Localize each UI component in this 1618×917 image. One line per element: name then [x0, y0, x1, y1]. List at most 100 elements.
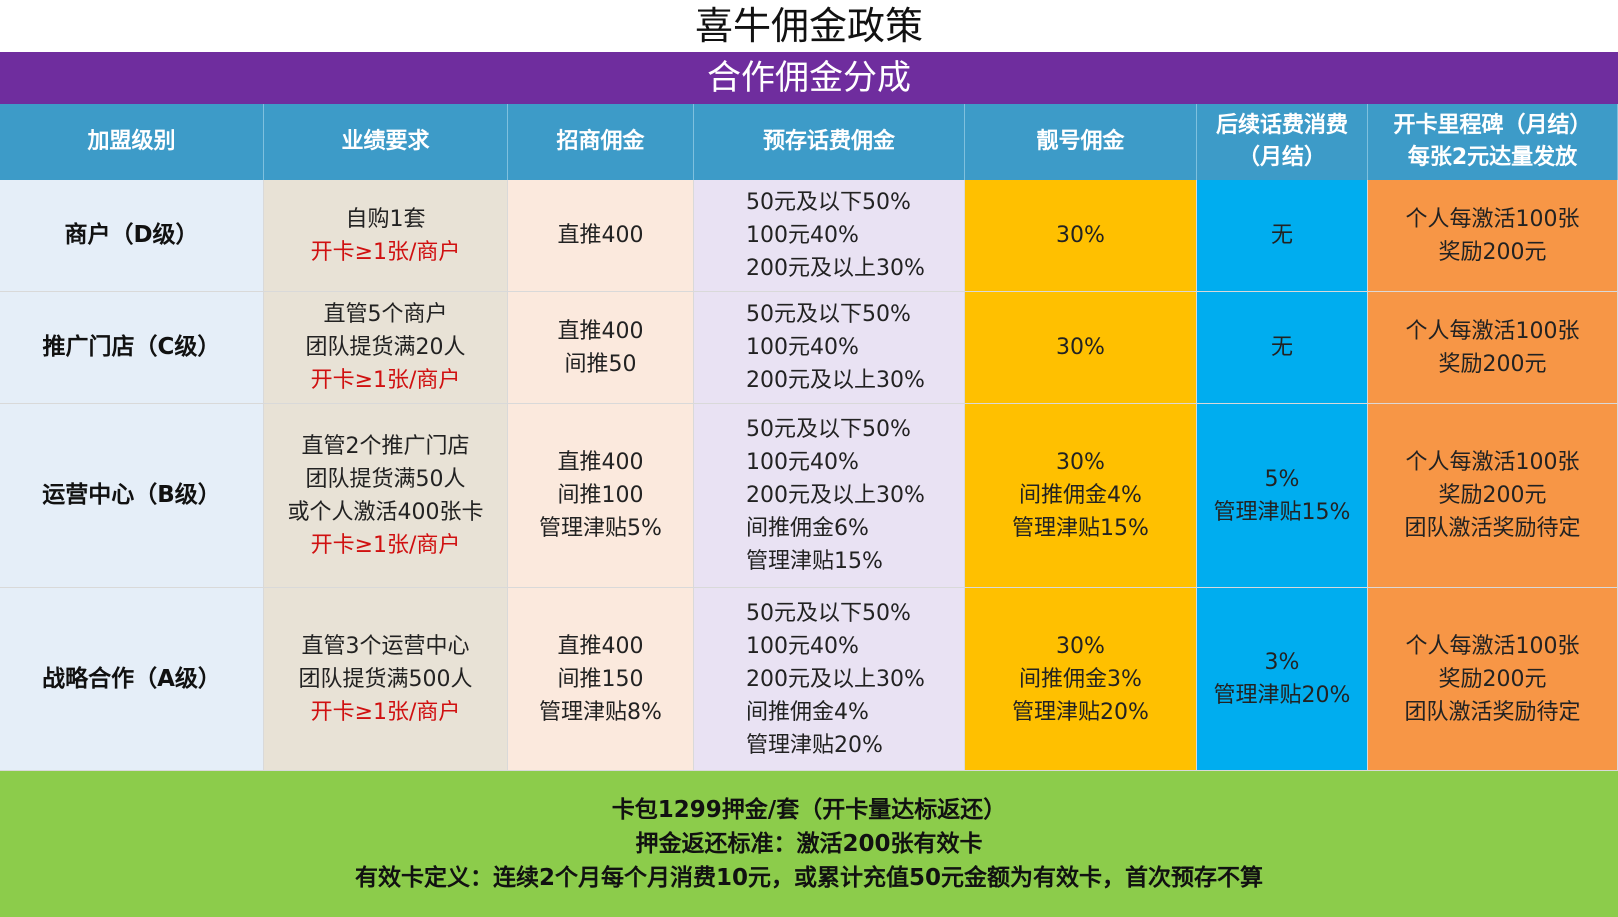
header-number: 靓号佣金 — [965, 104, 1197, 180]
fee-cell: 3% 管理津贴20% — [1197, 588, 1368, 771]
fee-line: 无 — [1270, 223, 1293, 248]
commission-table: 加盟级别 业绩要求 招商佣金 预存话费佣金 靓号佣金 后续话费消费 （月结） 开… — [0, 104, 1618, 771]
number-cell: 30% — [965, 180, 1197, 292]
prestore-line: 50元及以下50% — [746, 417, 911, 442]
recruit-line: 间推50 — [564, 351, 637, 377]
prestore-line: 200元及以上30% — [746, 256, 925, 281]
performance-line: 团队提货满50人 — [305, 466, 466, 492]
deposit-footer: 卡包1299押金/套（开卡量达标返还） 押金返还标准：激活200张有效卡 有效卡… — [0, 771, 1618, 917]
recruit-line: 直推400 — [557, 450, 644, 475]
prestore-cell: 50元及以下50% 100元40% 200元及以上30% — [694, 292, 965, 404]
level-cell: 战略合作（A级） — [0, 588, 264, 771]
prestore-line: 管理津贴20% — [746, 732, 883, 758]
prestore-cell: 50元及以下50% 100元40% 200元及以上30% — [694, 180, 965, 292]
milestone-line: 个人每激活100张 — [1405, 318, 1580, 344]
header-fee-line1: 后续话费消费 — [1215, 113, 1348, 138]
performance-line: 团队提货满20人 — [305, 335, 466, 360]
fee-line: 管理津贴20% — [1213, 683, 1351, 708]
footer-line: 有效卡定义：连续2个月每个月消费10元，或累计充值50元金额为有效卡，首次预存不… — [354, 865, 1264, 891]
performance-cell: 自购1套 开卡≥1张/商户 — [264, 180, 508, 292]
performance-cell: 直管5个商户 团队提货满20人 开卡≥1张/商户 — [264, 292, 508, 404]
prestore-cell: 50元及以下50% 100元40% 200元及以上30% 间推佣金6% 管理津贴… — [694, 404, 965, 588]
recruit-line: 直推400 — [557, 633, 644, 659]
milestone-line: 个人每激活100张 — [1405, 450, 1580, 475]
recruit-line: 管理津贴5% — [539, 516, 662, 541]
milestone-line: 奖励200元 — [1438, 239, 1547, 265]
header-recruit: 招商佣金 — [508, 104, 694, 180]
performance-red-line: 开卡≥1张/商户 — [310, 368, 461, 393]
prestore-line: 间推佣金6% — [746, 516, 869, 541]
fee-line: 3% — [1264, 650, 1300, 675]
performance-red-line: 开卡≥1张/商户 — [310, 239, 461, 265]
performance-red-line: 开卡≥1张/商户 — [310, 699, 461, 725]
number-line: 30% — [1056, 223, 1105, 248]
performance-cell: 直管2个推广门店 团队提货满50人 或个人激活400张卡 开卡≥1张/商户 — [264, 404, 508, 588]
header-fee-line2: （月结） — [1237, 145, 1326, 170]
fee-line: 管理津贴15% — [1213, 499, 1351, 525]
header-milestone-line1: 开卡里程碑（月结） — [1393, 113, 1592, 138]
performance-cell: 直管3个运营中心 团队提货满500人 开卡≥1张/商户 — [264, 588, 508, 771]
number-cell: 30% 间推佣金3% 管理津贴20% — [965, 588, 1197, 771]
number-line: 30% — [1056, 633, 1105, 659]
fee-cell: 5% 管理津贴15% — [1197, 404, 1368, 588]
prestore-line: 间推佣金4% — [746, 699, 869, 725]
recruit-line: 直推400 — [557, 223, 644, 248]
number-line: 30% — [1056, 335, 1105, 360]
prestore-line: 200元及以上30% — [746, 368, 925, 393]
prestore-line: 100元40% — [746, 223, 859, 248]
recruit-line: 间推100 — [557, 483, 644, 508]
page-title: 喜牛佣金政策 — [0, 0, 1618, 52]
milestone-cell: 个人每激活100张 奖励200元 — [1368, 180, 1618, 292]
performance-line: 直管2个推广门店 — [301, 433, 470, 459]
number-line: 管理津贴20% — [1012, 699, 1149, 725]
prestore-line: 100元40% — [746, 335, 859, 360]
recruit-cell: 直推400 — [508, 180, 694, 292]
header-milestone-line2: 每张2元达量发放 — [1407, 145, 1578, 170]
performance-line: 或个人激活400张卡 — [287, 499, 484, 525]
performance-line: 直管3个运营中心 — [301, 633, 470, 659]
milestone-line: 团队激活奖励待定 — [1404, 699, 1581, 725]
fee-cell: 无 — [1197, 180, 1368, 292]
milestone-line: 奖励200元 — [1438, 666, 1547, 692]
performance-line: 自购1套 — [345, 206, 426, 232]
prestore-line: 50元及以下50% — [746, 600, 911, 626]
prestore-line: 100元40% — [746, 450, 859, 475]
fee-cell: 无 — [1197, 292, 1368, 404]
recruit-line: 间推150 — [557, 666, 644, 692]
footer-line: 卡包1299押金/套（开卡量达标返还） — [611, 797, 1007, 823]
section-banner: 合作佣金分成 — [0, 52, 1618, 104]
milestone-line: 团队激活奖励待定 — [1404, 516, 1581, 541]
number-line: 管理津贴15% — [1012, 516, 1149, 541]
level-cell: 运营中心（B级） — [0, 404, 264, 588]
milestone-cell: 个人每激活100张 奖励200元 — [1368, 292, 1618, 404]
number-line: 间推佣金3% — [1019, 666, 1142, 692]
header-fee: 后续话费消费 （月结） — [1197, 104, 1368, 180]
level-cell: 商户（D级） — [0, 180, 264, 292]
performance-line: 直管5个商户 — [323, 302, 448, 327]
level-cell: 推广门店（C级） — [0, 292, 264, 404]
header-level: 加盟级别 — [0, 104, 264, 180]
number-cell: 30% — [965, 292, 1197, 404]
recruit-line: 直推400 — [557, 318, 644, 344]
performance-red-line: 开卡≥1张/商户 — [310, 532, 461, 558]
recruit-line: 管理津贴8% — [539, 699, 662, 725]
number-cell: 30% 间推佣金4% 管理津贴15% — [965, 404, 1197, 588]
recruit-cell: 直推400 间推50 — [508, 292, 694, 404]
prestore-line: 200元及以上30% — [746, 483, 925, 508]
fee-line: 无 — [1270, 335, 1293, 360]
prestore-cell: 50元及以下50% 100元40% 200元及以上30% 间推佣金4% 管理津贴… — [694, 588, 965, 771]
footer-line: 押金返还标准：激活200张有效卡 — [635, 831, 983, 857]
milestone-cell: 个人每激活100张 奖励200元 团队激活奖励待定 — [1368, 404, 1618, 588]
prestore-line: 100元40% — [746, 633, 859, 659]
milestone-line: 个人每激活100张 — [1405, 633, 1580, 659]
prestore-line: 200元及以上30% — [746, 666, 925, 692]
prestore-line: 50元及以下50% — [746, 302, 911, 327]
milestone-cell: 个人每激活100张 奖励200元 团队激活奖励待定 — [1368, 588, 1618, 771]
header-performance: 业绩要求 — [264, 104, 508, 180]
milestone-line: 个人每激活100张 — [1405, 206, 1580, 232]
number-line: 30% — [1056, 450, 1105, 475]
header-prestore: 预存话费佣金 — [694, 104, 965, 180]
milestone-line: 奖励200元 — [1438, 483, 1547, 508]
performance-line: 团队提货满500人 — [298, 666, 473, 692]
